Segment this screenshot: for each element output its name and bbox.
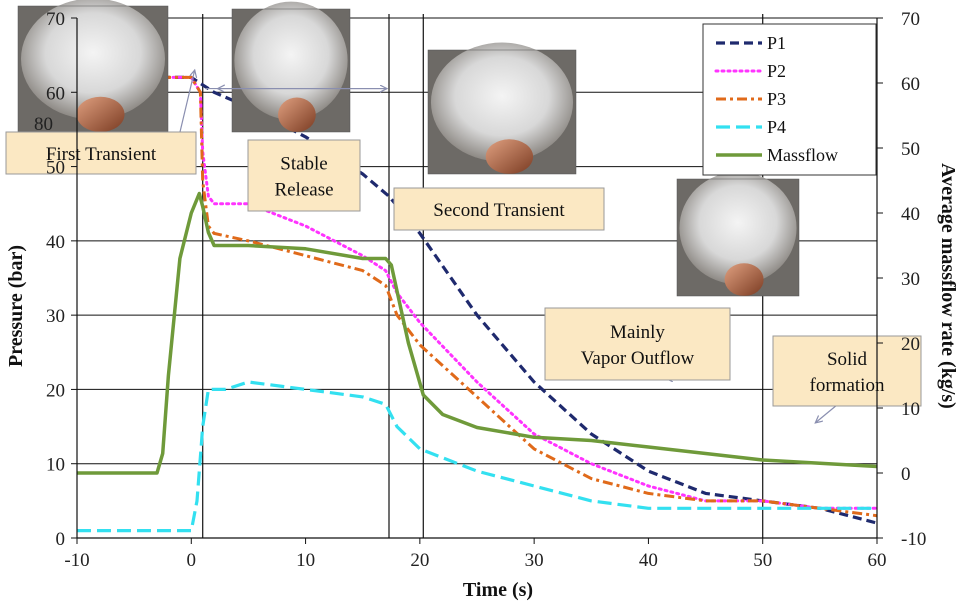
y-tick-label: 70: [46, 9, 65, 30]
y2-axis-title: Average massflow rate (kg/s): [937, 163, 959, 409]
annotation-text: Vapor Outflow: [581, 348, 695, 369]
annotation-text: Release: [274, 180, 333, 201]
y2-tick-label: 30: [901, 269, 920, 290]
smoke-cloud: [21, 0, 165, 120]
annotation-box: [544, 307, 731, 381]
y-tick-label: 20: [46, 380, 65, 401]
y2-tick-label: -10: [901, 529, 926, 550]
smoke-cloud: [430, 42, 574, 162]
x-tick-label: 60: [868, 550, 887, 571]
photo-frame: [231, 8, 351, 133]
x-tick-label: 0: [187, 550, 197, 571]
y-tick-label: 60: [46, 83, 65, 104]
annotation-text: Mainly: [610, 322, 665, 343]
axes: -10 0 10 20 30 40 50 60010203040506070-10010203…: [46, 9, 926, 571]
y2-tick-label: 50: [901, 139, 920, 160]
x-tick-label: 10: [296, 550, 315, 571]
y2-tick-label: 10: [901, 399, 920, 420]
annotation-solid-formation: Solid formation: [772, 335, 922, 407]
y-tick-label: 10: [46, 455, 65, 476]
y2-tick-label: 20: [901, 334, 920, 355]
photo-frame: [427, 49, 577, 175]
photo-second-transient: [427, 42, 577, 175]
x-tick-label: 50: [753, 550, 772, 571]
smoke-cloud: [234, 1, 348, 120]
legend: P1 P2 P3 P4 Massflow: [702, 23, 877, 176]
annotation-vapor-outflow: Mainly Vapor Outflow: [544, 307, 731, 381]
y-axis-title: Pressure (bar): [5, 245, 27, 367]
annotation-text: Second Transient: [433, 200, 565, 221]
photo-stable-release: [231, 1, 351, 133]
photo-first-transient: 80: [17, 0, 169, 135]
photos: 80: [17, 0, 800, 297]
annotation-text: Solid: [827, 349, 868, 370]
y2-tick-label: 0: [901, 464, 911, 485]
legend-label-p2: P2: [767, 61, 786, 81]
nozzle: [76, 96, 125, 132]
annotation-stable-release: Stable Release: [247, 139, 361, 212]
y2-tick-label: 70: [901, 9, 920, 30]
series-line-p4: [77, 380, 877, 533]
legend-label-p1: P1: [767, 33, 786, 53]
photo-label: 80: [34, 114, 53, 135]
x-tick-label: -10: [64, 550, 89, 571]
annotation-box: [393, 187, 605, 231]
annotation-box: [772, 335, 922, 407]
annotation-text: formation: [810, 375, 885, 396]
annotation-box: [5, 131, 197, 175]
annotation-text: First Transient: [46, 144, 157, 165]
x-tick-label: 20: [410, 550, 429, 571]
series-line-massflow: [77, 191, 878, 475]
annotation-text: Stable: [280, 154, 328, 175]
x-tick-label: 40: [639, 550, 658, 571]
legend-label-massflow: Massflow: [767, 145, 838, 165]
annotation-box: [247, 139, 361, 212]
nozzle: [724, 263, 764, 296]
y-tick-label: 30: [46, 306, 65, 327]
y2-tick-label: 60: [901, 74, 920, 95]
legend-label-p3: P3: [767, 89, 786, 109]
y2-tick-label: 40: [901, 204, 920, 225]
x-tick-label: 30: [525, 550, 544, 571]
annotation-first-transient: First Transient: [5, 131, 197, 175]
nozzle: [278, 97, 316, 132]
smoke-cloud: [679, 171, 797, 285]
annotations: First Transient Stable Release Second Trans…: [5, 131, 922, 407]
photo-vapor-outflow: [676, 171, 800, 297]
y-tick-label: 50: [46, 158, 65, 179]
annotation-second-transient: Second Transient: [393, 187, 605, 231]
nozzle: [485, 139, 534, 174]
y-tick-label: 40: [46, 232, 65, 253]
legend-label-p4: P4: [767, 117, 786, 137]
y-tick-label: 0: [56, 529, 66, 550]
photo-frame: [676, 178, 800, 297]
x-axis-title: Time (s): [463, 579, 533, 601]
series-line-p3: [77, 75, 878, 518]
